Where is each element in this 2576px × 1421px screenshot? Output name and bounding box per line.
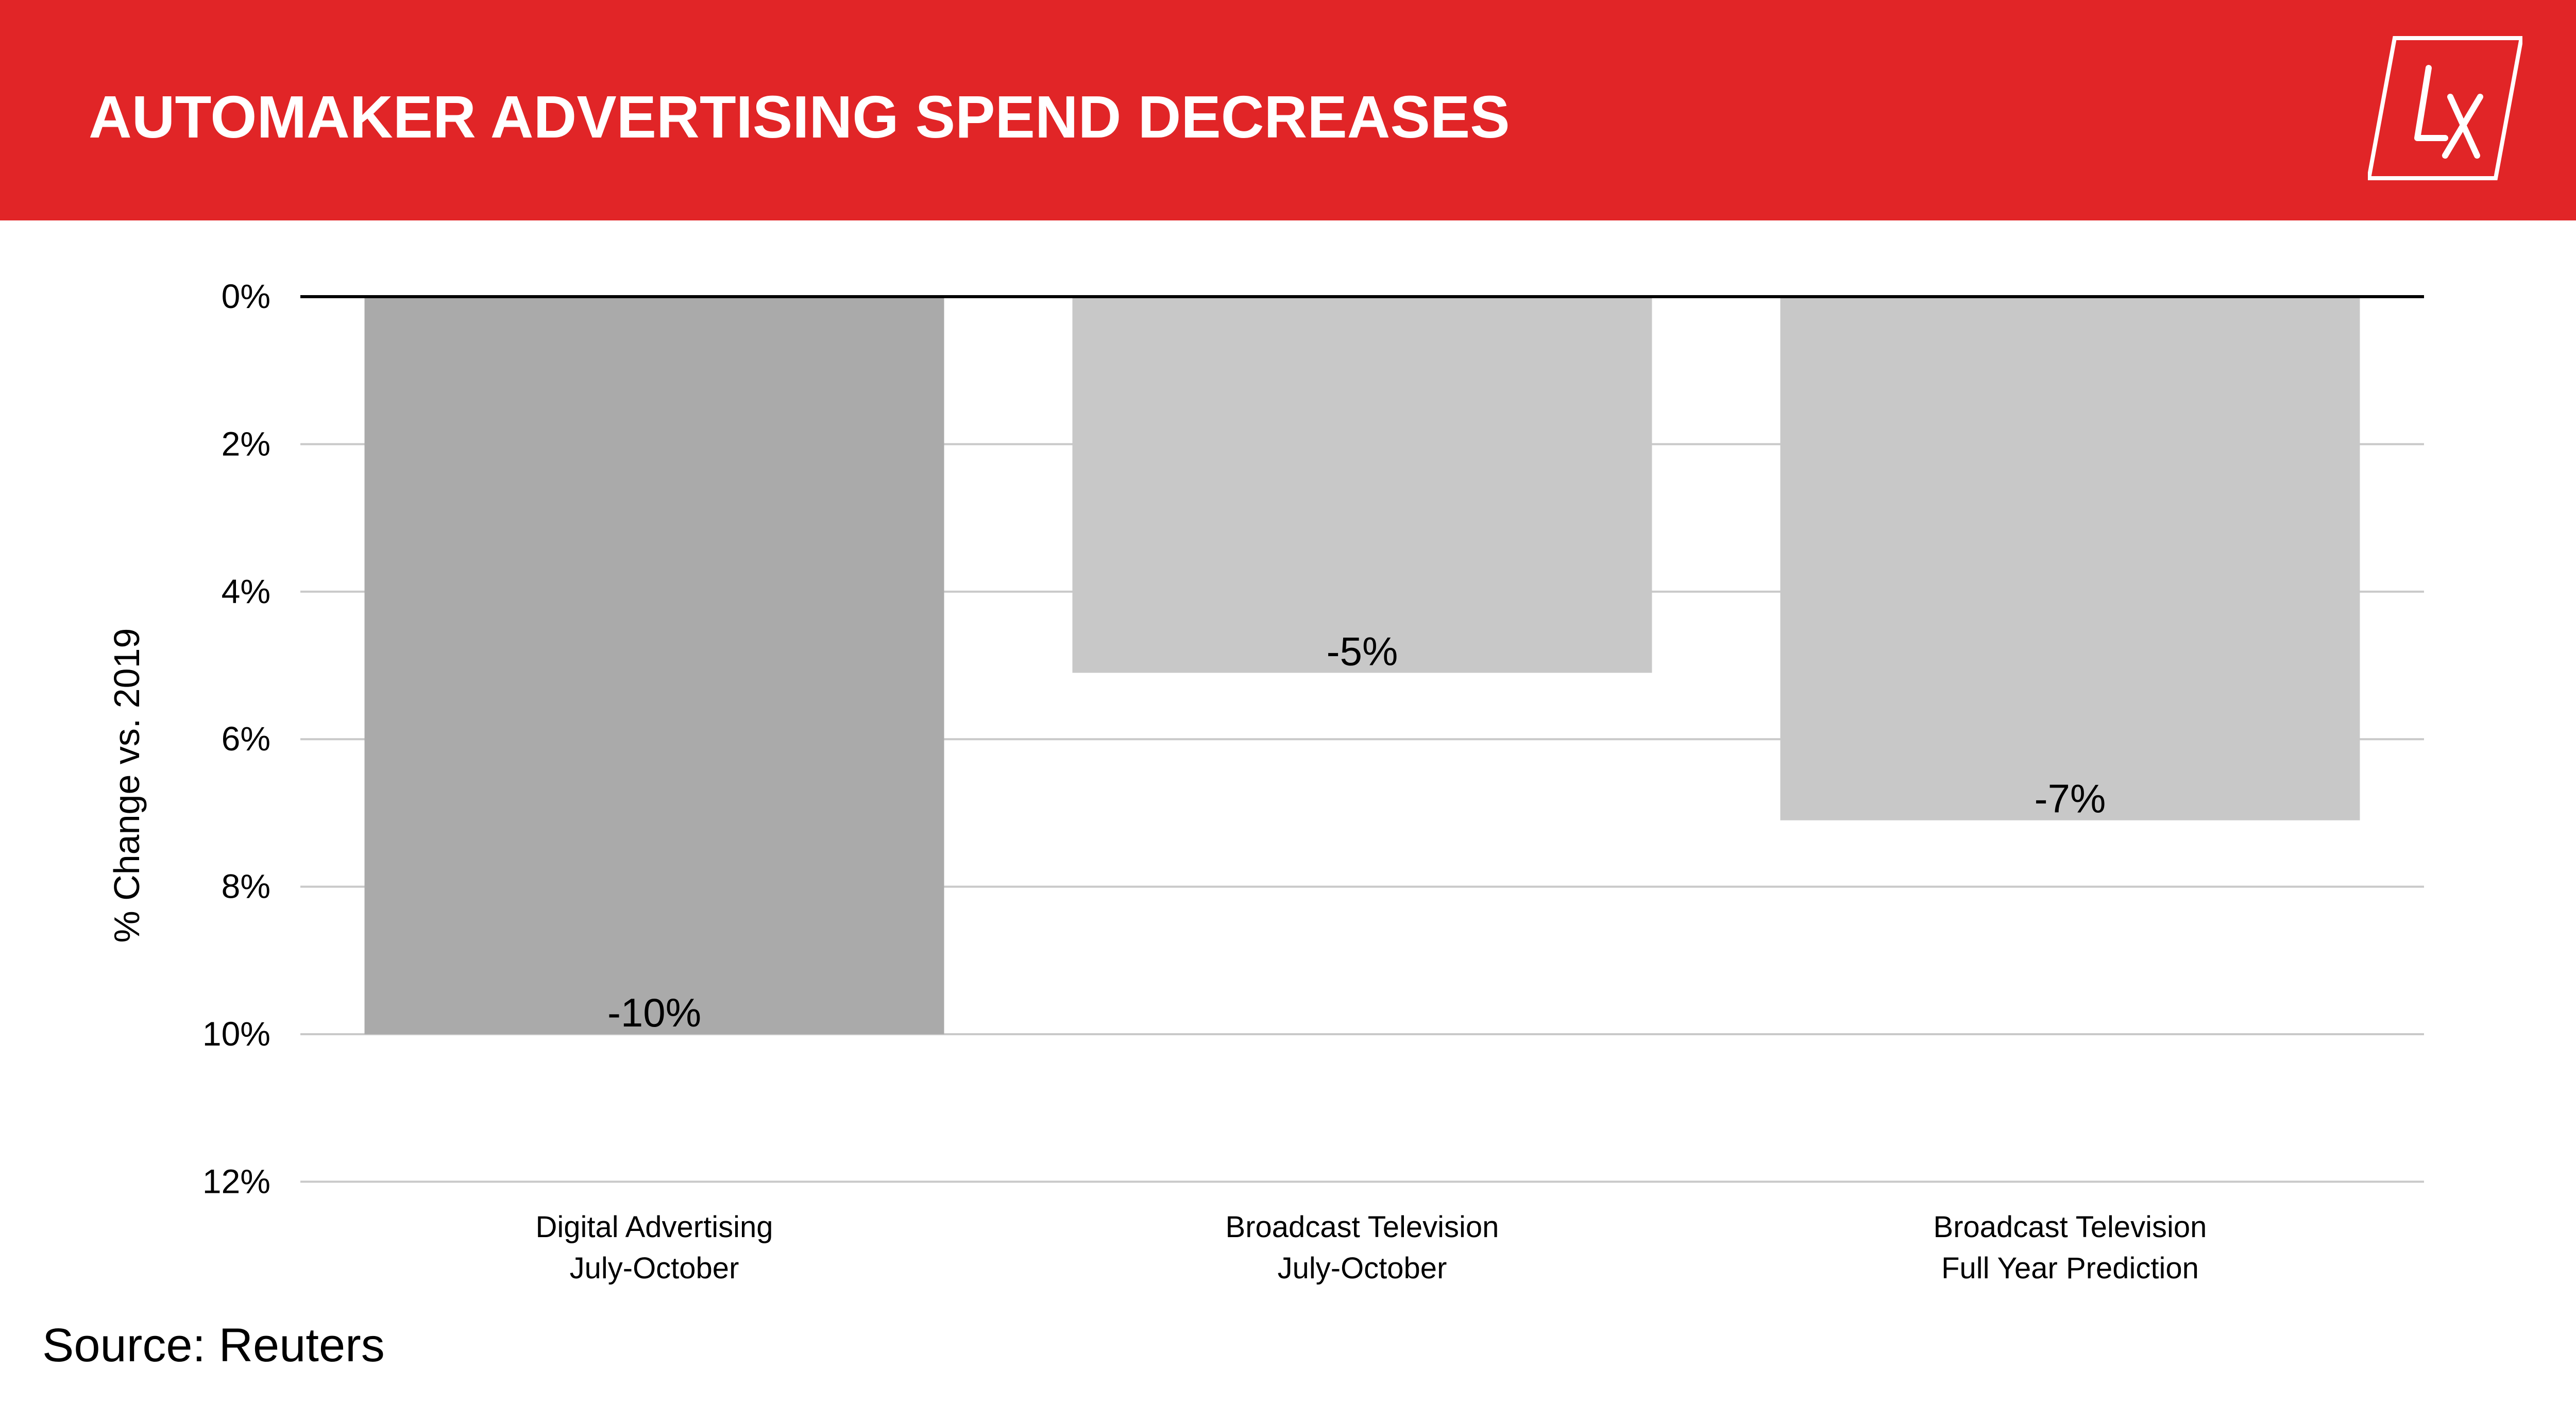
y-tick-label: 2%	[222, 424, 270, 463]
y-axis-label: % Change vs. 2019	[107, 628, 147, 943]
x-tick-label: Digital Advertising	[536, 1210, 773, 1244]
bar	[1780, 297, 2360, 820]
y-tick-label: 12%	[202, 1162, 270, 1200]
source-note: Source: Reuters	[42, 1319, 385, 1372]
bars	[364, 297, 2360, 1034]
y-tick-label: 4%	[222, 572, 270, 610]
y-tick-label: 0%	[222, 277, 270, 315]
data-labels: -10% -5% -7%	[607, 628, 2106, 1035]
y-tick-label: 8%	[222, 867, 270, 905]
data-label: -5%	[1327, 628, 1398, 674]
logo-letter-x	[2442, 94, 2483, 159]
chart-title: AUTOMAKER ADVERTISING SPEND DECREASES	[89, 83, 1510, 150]
bar	[1072, 297, 1652, 673]
logo-frame	[2368, 36, 2522, 180]
x-tick-label: Broadcast Television	[1226, 1210, 1499, 1244]
x-tick-label: July-October	[570, 1252, 739, 1285]
y-axis-ticks: 0% 2% 4% 6% 8% 10% 12%	[202, 277, 270, 1200]
logo-letter-l	[2414, 65, 2448, 141]
x-axis-ticks: Digital Advertising July-October Broadcast…	[536, 1210, 2207, 1285]
x-tick-label: July-October	[1278, 1252, 1447, 1285]
bar	[364, 297, 944, 1034]
bar-chart: 0% 2% 4% 6% 8% 10% 12% Digital Advertising July…	[107, 277, 2424, 1285]
data-label: -10%	[607, 990, 701, 1035]
y-tick-label: 6%	[222, 720, 270, 758]
data-label: -7%	[2035, 776, 2106, 821]
y-tick-label: 10%	[202, 1015, 270, 1053]
x-tick-label: Broadcast Television	[1934, 1210, 2207, 1244]
lx-logo	[2368, 36, 2522, 180]
x-tick-label: Full Year Prediction	[1941, 1252, 2199, 1285]
title-banner: AUTOMAKER ADVERTISING SPEND DECREASES	[0, 0, 2576, 220]
